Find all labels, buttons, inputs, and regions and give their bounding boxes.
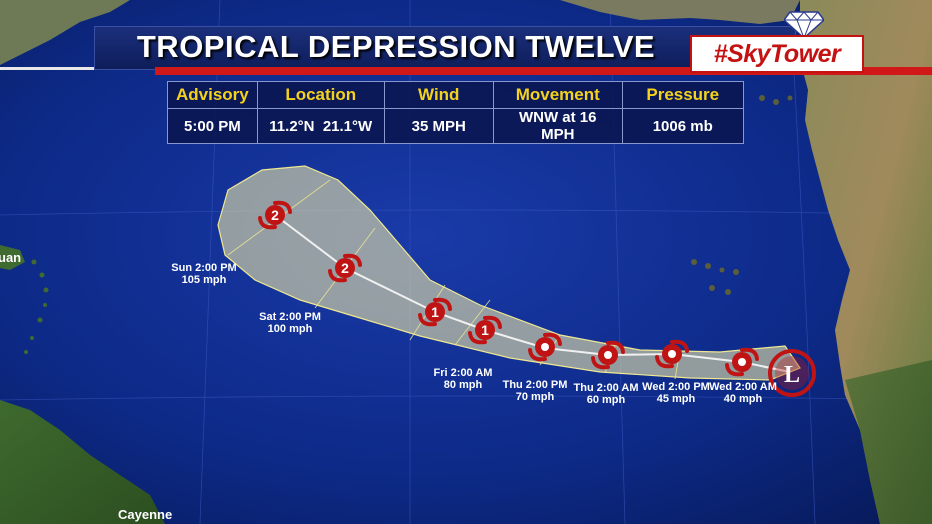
storm-icon [655, 339, 689, 369]
storm-swirl-arm [670, 339, 689, 353]
storm-icon [591, 340, 625, 370]
forecast-wind-label: 70 mph [516, 391, 555, 403]
storm-category-label: 1 [431, 304, 439, 320]
header-movement: Movement [492, 81, 623, 109]
current-position-label: L [784, 362, 800, 388]
storm-eye [668, 350, 676, 358]
storm-swirl-arm [528, 348, 547, 362]
place-label-partial: uan [0, 250, 21, 265]
forecast-time-label: Wed 2:00 PM [642, 381, 710, 393]
storm-swirl-arm [468, 331, 487, 345]
brand-logo: #SkyTower [680, 10, 870, 73]
cape-verde-islands [691, 259, 739, 295]
value-pressure: 1006 mb [621, 108, 744, 144]
storm-swirl-arm [606, 340, 625, 354]
header-location: Location [256, 81, 385, 109]
storm-swirl-arm [483, 315, 502, 329]
header-pressure: Pressure [621, 81, 744, 109]
storm-category-label: 2 [271, 207, 279, 223]
storm-eye [271, 211, 279, 219]
storm-swirl-arm [418, 313, 437, 327]
value-wind: 35 MPH [383, 108, 494, 144]
advisory-table-values: 5:00 PM 11.2°N 21.1°W 35 MPH WNW at 16 M… [167, 108, 744, 144]
place-label-cayenne: Cayenne [118, 507, 172, 522]
value-advisory: 5:00 PM [167, 108, 258, 144]
storm-swirl-arm [725, 363, 744, 377]
storm-swirl-arm [740, 347, 759, 361]
storm-swirl-arm [343, 253, 362, 267]
northwest-landmass [0, 0, 130, 65]
brand-text: #SkyTower [690, 35, 864, 73]
header-advisory: Advisory [167, 81, 258, 109]
forecast-time-label: Thu 2:00 AM [574, 382, 639, 394]
forecast-wind-label: 60 mph [587, 394, 626, 406]
storm-icon [528, 332, 562, 362]
title: TROPICAL DEPRESSION TWELVE [136, 29, 656, 64]
banner-white-stripe [0, 67, 155, 70]
storm-icon: 1 [418, 297, 452, 327]
storm-swirl-arm [258, 216, 277, 230]
current-position-marker: L [768, 349, 816, 397]
advisory-table: Advisory Location Wind Movement Pressure… [167, 81, 744, 144]
forecast-time-label: Sun 2:00 PM [171, 262, 236, 274]
forecast-time-label: Thu 2:00 PM [503, 379, 568, 391]
storm-eye [604, 351, 612, 359]
storm-eye [738, 358, 746, 366]
south-america-landmass [0, 400, 165, 524]
forecast-wind-label: 105 mph [182, 274, 227, 286]
storm-eye [541, 343, 549, 351]
forecast-storm-icons: 1 1 2 2 [258, 200, 759, 377]
forecast-cone [217, 165, 801, 381]
canary-islands [759, 95, 793, 105]
storm-category-label: 2 [341, 260, 349, 276]
diamond-icon [784, 11, 824, 38]
advisory-table-header: Advisory Location Wind Movement Pressure [167, 81, 744, 109]
storm-swirl-arm [543, 332, 562, 346]
banner-red-stripe [155, 67, 932, 75]
storm-icon: 2 [328, 253, 362, 283]
value-movement: WNW at 16 MPH [492, 108, 623, 144]
storm-swirl-arm [273, 200, 292, 214]
storm-swirl-arm [433, 297, 452, 311]
africa-vegetation [845, 360, 932, 524]
forecast-time-label: Fri 2:00 AM [434, 367, 493, 379]
storm-swirl-arm [328, 269, 347, 283]
storm-icon [725, 347, 759, 377]
forecast-wind-label: 40 mph [724, 393, 763, 405]
storm-icon: 2 [258, 200, 292, 230]
forecast-time-label: Wed 2:00 AM [709, 381, 777, 393]
storm-icon: 1 [468, 315, 502, 345]
forecast-wind-label: 45 mph [657, 393, 696, 405]
storm-eye [341, 264, 349, 272]
forecast-wind-label: 100 mph [268, 323, 313, 335]
header-wind: Wind [383, 81, 494, 109]
forecast-time-label: Sat 2:00 PM [259, 311, 321, 323]
forecast-wind-label: 80 mph [444, 379, 483, 391]
storm-category-label: 1 [481, 322, 489, 338]
value-location: 11.2°N 21.1°W [256, 108, 385, 144]
storm-swirl-arm [591, 356, 610, 370]
storm-eye [431, 308, 439, 316]
storm-eye [481, 326, 489, 334]
caribbean-islands [0, 245, 49, 354]
storm-swirl-arm [655, 355, 674, 369]
north-landmass [560, 0, 800, 24]
